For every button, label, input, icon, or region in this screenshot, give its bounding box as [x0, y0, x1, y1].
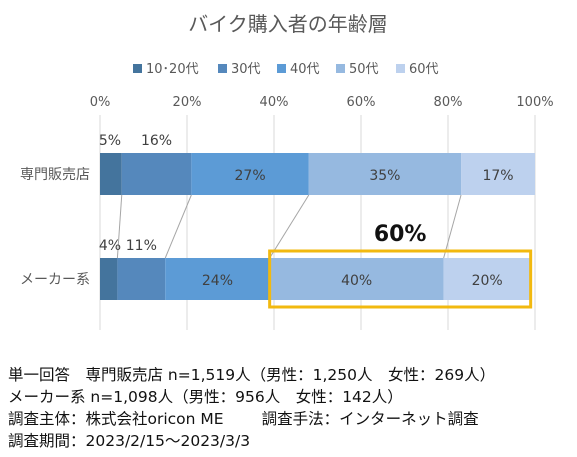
x-tick-label: 60%	[347, 95, 376, 110]
category-label: 専門販売店	[20, 167, 90, 183]
legend-swatch	[336, 64, 345, 73]
x-tick-label: 100%	[516, 95, 553, 110]
data-label: 11%	[126, 238, 157, 254]
x-tick-label: 0%	[90, 95, 111, 110]
note-maker-line: メーカー系 n=1,098人（男性：956人 女性：142人）	[8, 388, 403, 406]
bar-segment	[100, 258, 118, 300]
data-label: 24%	[202, 273, 233, 289]
connector-lines	[116, 194, 462, 259]
note-period-line: 調査期間：2023/2/15〜2023/3/3	[8, 432, 251, 450]
legend-label: 10･20代	[146, 62, 199, 77]
stacked-bar-chart: バイク購入者の年齢層 10･20代 30代 40代 50代 60代 0% 20% 40% 60…	[20, 12, 554, 330]
bar-segment	[443, 258, 531, 300]
legend-label: 30代	[231, 62, 261, 77]
series-connector-line	[116, 194, 123, 259]
bar-segment	[269, 258, 444, 300]
legend-label: 40代	[290, 62, 320, 77]
x-tick-label: 40%	[260, 95, 289, 110]
x-axis: 0% 20% 40% 60% 80% 100%	[90, 95, 554, 330]
data-label: 16%	[141, 133, 172, 149]
highlight-label: 60%	[374, 222, 427, 247]
bar-segment	[461, 153, 535, 195]
legend-swatch	[277, 64, 286, 73]
series-connector-line	[164, 194, 192, 259]
data-label: 20%	[472, 273, 503, 289]
highlight: 60%	[268, 222, 533, 309]
data-label: 27%	[235, 168, 266, 184]
x-tick-label: 80%	[434, 95, 463, 110]
legend-swatch	[218, 64, 227, 73]
data-label: 17%	[482, 168, 513, 184]
data-label: 35%	[369, 168, 400, 184]
legend-swatch	[133, 64, 142, 73]
series-connector-line	[443, 194, 462, 259]
bar-segment	[308, 153, 462, 195]
survey-notes: 単一回答 専門販売店 n=1,519人（男性：1,250人 女性：269人） メ…	[8, 364, 573, 452]
data-label: 4%	[99, 238, 121, 254]
category-label: メーカー系	[20, 272, 90, 288]
legend-swatch	[396, 64, 405, 73]
bar-segment	[121, 153, 192, 195]
data-label: 40%	[341, 273, 372, 289]
legend: 10･20代 30代 40代 50代 60代	[133, 62, 439, 77]
legend-label: 60代	[409, 62, 439, 77]
note-method-line: 調査主体：株式会社oricon ME 調査手法：インターネット調査	[8, 408, 573, 430]
data-label: 5%	[99, 133, 121, 149]
note-sample-line: 単一回答 専門販売店 n=1,519人（男性：1,250人 女性：269人）	[8, 366, 496, 384]
bar-segment	[191, 153, 309, 195]
highlight-box	[268, 249, 533, 309]
bars: 5% 16% 27% 35% 17% 4% 11% 24% 40% 20%	[99, 133, 535, 300]
note-organizer: 調査主体：株式会社oricon ME	[8, 410, 224, 428]
chart-title: バイク購入者の年齢層	[188, 12, 388, 36]
x-tick-label: 20%	[173, 95, 202, 110]
bar-segment	[100, 153, 122, 195]
bar-segment	[117, 258, 166, 300]
bar-segment	[165, 258, 270, 300]
note-method: 調査手法：インターネット調査	[261, 410, 479, 428]
legend-label: 50代	[349, 62, 379, 77]
series-connector-line	[269, 194, 310, 259]
